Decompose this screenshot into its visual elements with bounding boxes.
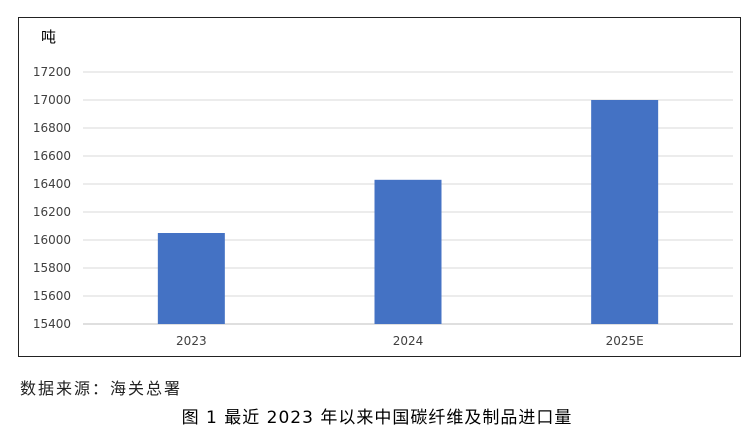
bar [374, 179, 442, 324]
y-tick-label: 15600 [33, 289, 71, 303]
figure-caption: 图 1 最近 2023 年以来中国碳纤维及制品进口量 [181, 408, 573, 428]
y-tick-label: 16200 [33, 205, 71, 219]
y-tick-label: 16800 [33, 121, 71, 135]
y-tick-label: 15800 [33, 261, 71, 275]
chart-frame: 吨 15400 15600 15800 16000 16200 16400 16600 168… [18, 17, 741, 357]
data-source: 数据来源：海关总署 [20, 379, 183, 398]
y-tick-label: 17200 [33, 65, 71, 79]
y-tick-label: 16400 [33, 177, 71, 191]
x-tick-label: 2023 [176, 334, 207, 348]
y-tick-label: 15400 [33, 317, 71, 331]
bar [591, 100, 659, 324]
x-tick-label: 2024 [393, 334, 424, 348]
x-tick-label: 2025E [606, 334, 644, 348]
y-unit-label: 吨 [41, 28, 57, 46]
bar [157, 233, 225, 324]
y-tick-label: 17000 [33, 93, 71, 107]
bar-chart: 15400 15600 15800 16000 16200 16400 16600 16800… [33, 65, 733, 348]
y-tick-label: 16000 [33, 233, 71, 247]
y-tick-label: 16600 [33, 149, 71, 163]
